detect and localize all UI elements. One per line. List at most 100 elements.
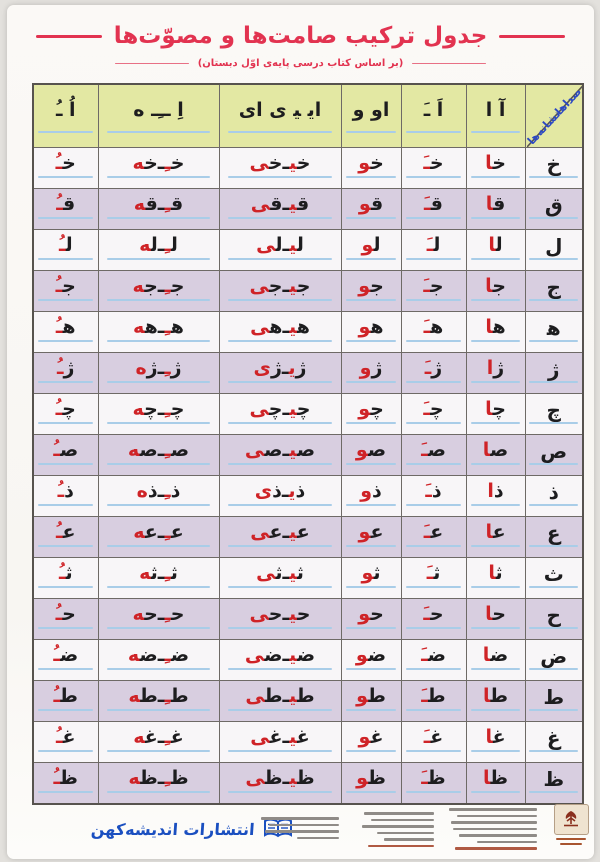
writing-baseline	[470, 175, 521, 178]
combo-cell: ق‍‍ـَ	[400, 188, 467, 230]
combo-cell: ث‍‍ی‍ ـ ث‍‍ی	[218, 557, 342, 599]
writing-baseline	[38, 626, 94, 629]
combo-cell: ض‍‍ـِ ـ ض‍‍ه	[97, 639, 220, 681]
combo-cell: ل‍‍ـُ	[32, 229, 99, 271]
writing-baseline	[227, 298, 333, 301]
combo-cell: ط‍‍ا	[465, 680, 526, 722]
writing-baseline	[38, 790, 94, 793]
vowel-header: اَ ـَ	[400, 83, 467, 148]
combo-cell: ط‍‍ـَ	[400, 680, 467, 722]
writing-baseline	[529, 216, 579, 219]
combo-cell: ل‍‍و	[340, 229, 402, 271]
writing-baseline	[529, 462, 579, 465]
combo-cell: غ‍‍ی‍ ـ غ‍‍ی	[218, 721, 342, 763]
writing-baseline	[38, 585, 94, 588]
subtitle: (بر اساس کتاب درسی پایه‌ی اوّل دبستان)	[197, 58, 404, 69]
combo-cell: ض‍‍ـُ	[32, 639, 99, 681]
writing-baseline	[227, 216, 333, 219]
combo-cell: ج‍‍ـِ ـ ج‍‍ه	[97, 270, 220, 312]
writing-baseline	[345, 257, 397, 260]
combo-cell: ع‍‍ـُ	[32, 516, 99, 558]
writing-baseline	[405, 790, 462, 793]
letter-cell: ص	[524, 434, 584, 476]
writing-baseline	[38, 298, 94, 301]
combo-cell: ص‍‍ی‍ ـ ص‍‍ی	[218, 434, 342, 476]
combo-cell: چ‍‍ـُ	[32, 393, 99, 435]
stamp-caption	[560, 843, 582, 845]
combo-cell: چ‍‍ا	[465, 393, 526, 435]
combo-cell: ذ ـُ	[32, 475, 99, 517]
combo-cell: ح‍‍و	[340, 598, 402, 640]
combo-cell: ط‍‍ی‍ ـ ط‍‍ی	[218, 680, 342, 722]
writing-baseline	[227, 585, 333, 588]
writing-baseline	[38, 749, 94, 752]
letter-cell: غ	[524, 721, 584, 763]
writing-baseline	[345, 544, 397, 547]
combo-cell: ع‍‍و	[340, 516, 402, 558]
writing-baseline	[529, 380, 579, 383]
publisher-stamp	[553, 804, 589, 845]
combo-cell: ص‍‍ـَ	[400, 434, 467, 476]
writing-baseline	[227, 790, 333, 793]
combo-cell: ه‍‍ا	[465, 311, 526, 353]
writing-baseline	[405, 503, 462, 506]
combo-cell: ه‍‍ـُ	[32, 311, 99, 353]
writing-baseline	[470, 749, 521, 752]
page-title: جدول ترکیب صامت‌ها و مصوّت‌ها	[113, 23, 488, 49]
combo-cell: ح‍‍ـِ ـ ح‍‍ه	[97, 598, 220, 640]
writing-baseline	[529, 175, 579, 178]
writing-baseline	[405, 339, 462, 342]
combo-cell: خ‍‍و	[340, 147, 402, 189]
writing-baseline	[38, 544, 94, 547]
writing-baseline	[345, 216, 397, 219]
writing-baseline	[405, 257, 462, 260]
writing-baseline	[470, 257, 521, 260]
writing-baseline	[345, 298, 397, 301]
writing-baseline	[227, 749, 333, 752]
writing-baseline	[227, 257, 333, 260]
letter-cell: خ	[524, 147, 584, 189]
writing-baseline	[106, 216, 211, 219]
combo-cell: ص‍‍ـِ ـ ص‍‍ه	[97, 434, 220, 476]
combo-cell: ع‍‍ـِ ـ ع‍‍ه	[97, 516, 220, 558]
writing-baseline	[227, 131, 333, 134]
writing-baseline	[405, 544, 462, 547]
combo-cell: ظ‍‍ا	[465, 762, 526, 805]
subtitle-rule-right	[412, 62, 487, 65]
vowel-header: اِ ــِـ ه	[97, 83, 220, 148]
writing-baseline	[529, 298, 579, 301]
writing-baseline	[470, 585, 521, 588]
writing-baseline	[470, 462, 521, 465]
combo-cell: ث‍‍و	[340, 557, 402, 599]
combo-cell: ض‍‍و	[340, 639, 402, 681]
combo-cell: غ‍‍ـِ ـ غ‍‍ه	[97, 721, 220, 763]
writing-baseline	[405, 380, 462, 383]
letter-row: ث ث‍‍ا ث‍‍ـَ ث‍‍و ث‍‍ی‍ ـ ث‍‍ی ث‍‍ـِ ـ ث‍‍ه ث‍…	[32, 557, 584, 599]
letter-cell: ج	[524, 270, 584, 312]
writing-baseline	[106, 708, 211, 711]
subtitle-rule-left	[114, 62, 189, 65]
writing-baseline	[529, 257, 579, 260]
combo-cell: چ‍‍و	[340, 393, 402, 435]
combination-table: صداها نشانه‌ها آ ا اَ ـَ او و ای‍ ‍ی‍ ی ای ا…	[32, 83, 584, 805]
letter-cell: ذ	[524, 475, 584, 517]
vowel-header: آ ا	[465, 83, 526, 148]
writing-baseline	[106, 462, 211, 465]
credits-column	[259, 817, 339, 839]
writing-baseline	[227, 421, 333, 424]
writing-baseline	[38, 131, 94, 134]
letter-cell: ض	[524, 639, 584, 681]
writing-baseline	[470, 131, 521, 134]
writing-baseline	[470, 708, 521, 711]
letter-row: ل ل‍‍ا ل‍‍ـَ ل‍‍و ل‍‍ی‍ ـ ل‍‍ی ل‍‍ـِ ـ ل‍‍ه ل‍…	[32, 229, 584, 271]
combo-cell: ط‍‍ـُ	[32, 680, 99, 722]
letter-cell: ل	[524, 229, 584, 271]
letter-row: ژ ژ ا ژ ـَ ژ و ژ ی‍ ـ ژ ی ژ ـِ ـ ژ ه ژ ـُ	[32, 352, 584, 394]
tree-emblem-icon	[553, 804, 589, 835]
writing-baseline	[345, 749, 397, 752]
writing-baseline	[227, 544, 333, 547]
diagonal-divider	[526, 85, 582, 147]
